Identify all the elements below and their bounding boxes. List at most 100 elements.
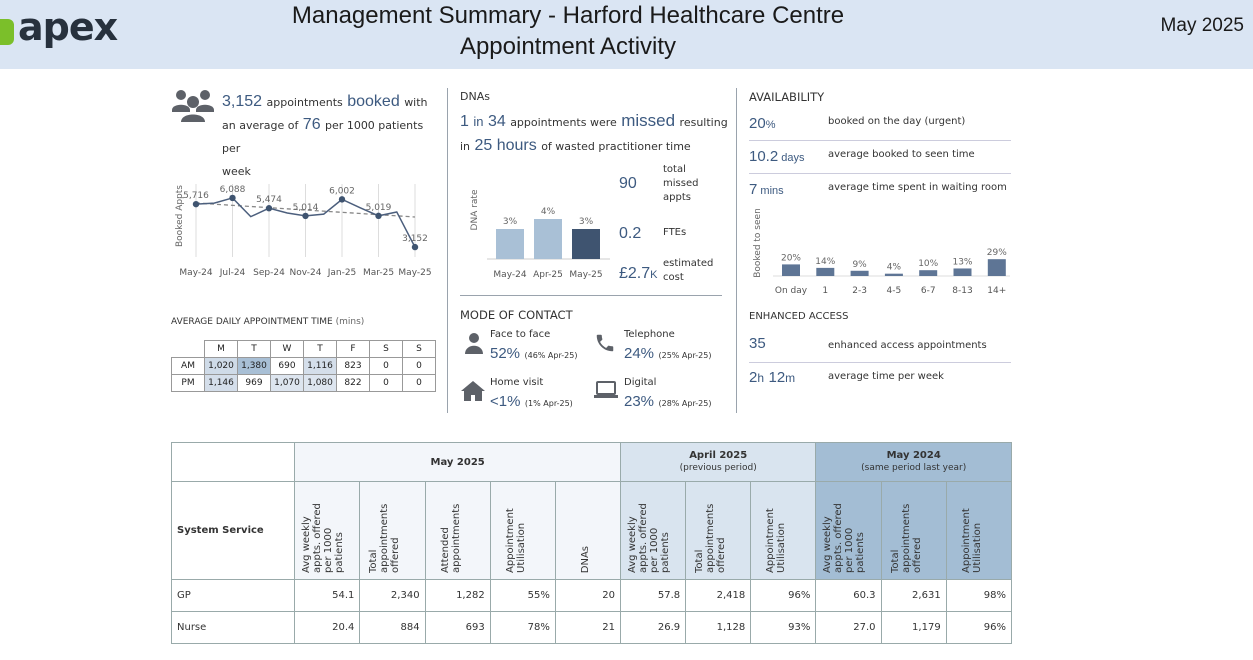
col-header: Avg weekly appts. offered per 1000 patie… <box>294 481 361 580</box>
logo-text: apex <box>18 5 118 49</box>
availability-row: 10.2 days average booked to seen time <box>749 141 1011 174</box>
table-cell: 2,418 <box>685 579 752 612</box>
trend-point <box>302 212 309 220</box>
dna-cost-suffix: K <box>650 269 658 281</box>
availability-desc: booked on the day (urgent) <box>828 116 966 127</box>
enhanced-title: ENHANCED ACCESS <box>749 311 849 322</box>
day-header: S <box>402 340 436 358</box>
group-title: May 2025 <box>430 456 485 468</box>
dna-hours: 25 hours <box>474 137 537 154</box>
dna-bar <box>496 229 524 259</box>
col-header-text: Avg weekly appts. offered per 1000 patie… <box>301 503 346 573</box>
day-header: T <box>237 340 271 358</box>
col-header-text: Appointment Utilisation <box>765 508 788 573</box>
booked-word: booked <box>347 93 400 110</box>
booked-to-seen-x-label: On day <box>775 286 808 296</box>
enhanced-hours: 2 <box>749 369 758 386</box>
time-cell: 969 <box>237 374 271 392</box>
mode-title: MODE OF CONTACT <box>460 308 573 322</box>
trend-point-label: 5,019 <box>366 203 392 213</box>
people-icon <box>172 88 214 129</box>
divider <box>447 88 448 413</box>
group-title: April 2025 <box>689 450 748 461</box>
trend-point-label: 3,152 <box>402 234 428 244</box>
booked-to-seen-bar-label: 4% <box>887 263 902 273</box>
table-cell: 55% <box>489 579 556 612</box>
table-cell: 93% <box>750 611 817 644</box>
day-header: W <box>270 340 304 358</box>
service-name: Nurse <box>170 611 296 644</box>
divider <box>736 88 737 413</box>
dna-missed-count: 90 <box>619 175 637 192</box>
time-cell: 1,070 <box>270 374 304 392</box>
availability-num: 10.2 <box>749 148 779 165</box>
table-cell: 57.8 <box>619 579 687 612</box>
laptop-icon <box>594 381 618 398</box>
availability-row: 7 mins average time spent in waiting roo… <box>749 174 1011 207</box>
col-header: Avg weekly appts. offered per 1000 patie… <box>619 481 687 580</box>
time-cell: 1,380 <box>237 357 271 375</box>
booked-text: with <box>404 96 428 109</box>
booked-to-seen-chart: Booked to seen 20% On day 14% 1 9% 2-3 4% 4-5 10… <box>753 208 1010 296</box>
availability-desc: average time spent in waiting room <box>828 182 1007 193</box>
booked-to-seen-ylabel: Booked to seen <box>753 208 763 278</box>
mode-prev: (46% Apr-25) <box>524 351 578 360</box>
day-header: M <box>204 340 238 358</box>
table-cell: 693 <box>424 611 491 644</box>
table-cell: 1,282 <box>424 579 491 612</box>
trend-point-label: 6,088 <box>220 185 246 195</box>
table-cell: 54.1 <box>294 579 361 612</box>
dna-text: in <box>460 140 471 153</box>
day-header: T <box>303 340 337 358</box>
col-header: Total appointments offered <box>685 481 752 580</box>
booked-to-seen-bar <box>850 270 869 276</box>
booked-to-seen-x-label: 2-3 <box>852 286 867 296</box>
dna-text: in <box>473 114 484 129</box>
mode-prev: (25% Apr-25) <box>658 351 712 360</box>
dna-stat-label: estimated <box>663 258 714 269</box>
dna-cost-value: £2.7 <box>619 265 651 282</box>
dna-bar <box>572 229 600 259</box>
table-cell: 2,340 <box>359 579 426 612</box>
booked-to-seen-bar-label: 10% <box>918 259 938 269</box>
booked-to-seen-bar-label: 13% <box>952 257 972 267</box>
group-may-2024: May 2024 (same period last year) <box>815 442 1012 482</box>
mode-prev: (28% Apr-25) <box>658 399 712 408</box>
time-cell: 0 <box>369 374 403 392</box>
dna-chart-ylabel: DNA rate <box>470 189 480 230</box>
system-service-table: May 2025 April 2025 (previous period) May… <box>170 442 1013 644</box>
col-header: Total appointments offered <box>359 481 426 580</box>
table-cell: 27.0 <box>815 611 882 644</box>
booked-to-seen-x-label: 14+ <box>987 286 1006 296</box>
table-cell: 98% <box>945 579 1013 612</box>
table-cell: 96% <box>945 611 1013 644</box>
time-cell: 690 <box>270 357 304 375</box>
enhanced-unit: m <box>785 371 796 385</box>
mode-pct: 24% <box>624 345 655 362</box>
trend-point <box>411 243 419 251</box>
trend-x-label: May-25 <box>398 268 431 278</box>
trend-point <box>192 200 200 208</box>
title-line-1: Management Summary - Harford Healthcare … <box>291 2 845 29</box>
table-row: Nurse 20.4 884 693 78% 21 26.9 1,128 93% 27.0 1,1… <box>170 611 1013 644</box>
dna-bar-label: 4% <box>541 207 556 217</box>
phone-icon <box>596 334 614 352</box>
dna-x-label: May-24 <box>493 270 526 280</box>
booked-to-seen-bar <box>884 273 903 276</box>
availability-unit: days <box>778 152 805 164</box>
table-cell: 884 <box>359 611 426 644</box>
enhanced-minutes: 12 <box>768 369 786 386</box>
booked-to-seen-bar-label: 20% <box>781 253 801 263</box>
divider <box>460 295 722 296</box>
enhanced-desc: average time per week <box>828 371 944 382</box>
row-label: AM <box>171 357 205 375</box>
group-title: May 2024 <box>886 450 941 461</box>
time-cell: 0 <box>369 357 403 375</box>
booked-text: per 1000 patients per <box>222 119 424 155</box>
group-sub: (same period last year) <box>861 463 967 473</box>
mode-label: Telephone <box>624 329 675 340</box>
dna-stat-label: cost <box>663 272 684 283</box>
booked-to-seen-bar <box>987 259 1006 276</box>
booked-trend-chart: Booked Appts 5,716 6,088 5,474 5,014 6,002 5,… <box>175 184 432 278</box>
